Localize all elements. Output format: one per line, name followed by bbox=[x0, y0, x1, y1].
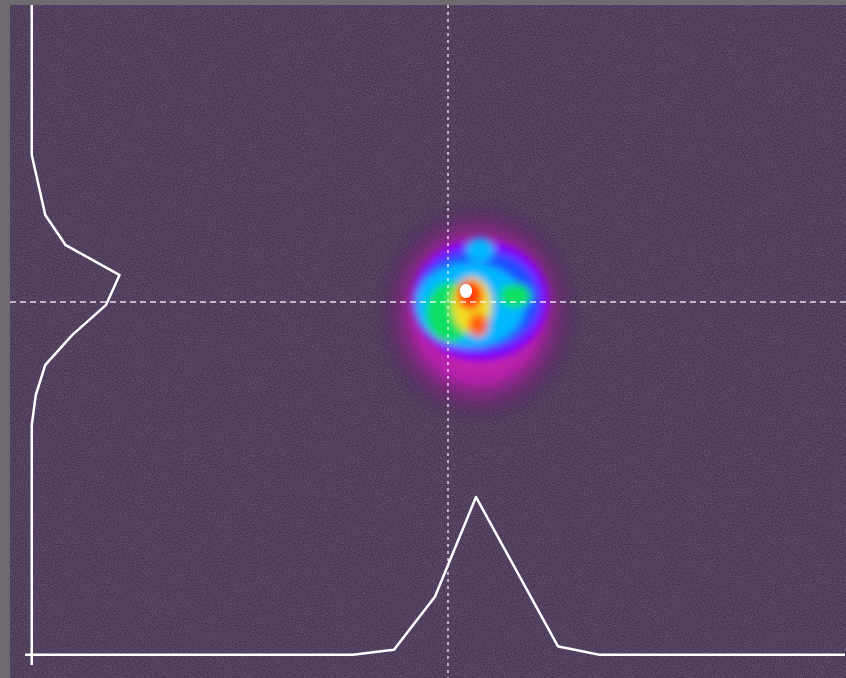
beam-profiler-view bbox=[0, 0, 846, 678]
beam-level bbox=[466, 238, 494, 262]
beam-spot bbox=[373, 197, 583, 427]
beam-peak bbox=[460, 284, 472, 298]
beam-level bbox=[499, 284, 531, 308]
beam-level bbox=[468, 313, 488, 337]
